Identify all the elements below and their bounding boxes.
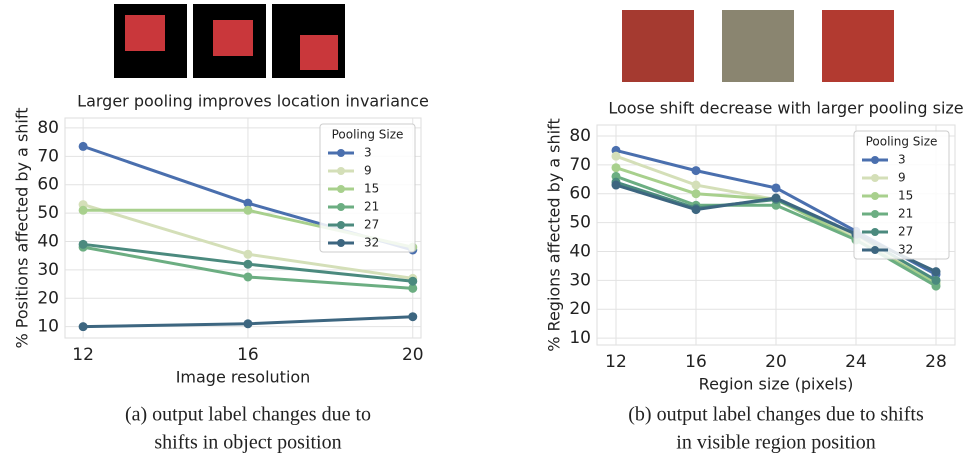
legend-marker (337, 167, 345, 175)
point (932, 267, 941, 276)
y-tick-label: 70 (569, 155, 591, 175)
legend-marker (871, 228, 879, 236)
y-tick-label: 50 (37, 203, 59, 223)
point (243, 250, 252, 259)
point (408, 312, 417, 321)
point (692, 205, 701, 214)
legend-label: 15 (364, 182, 379, 196)
x-tick-label: 28 (925, 352, 947, 372)
x-axis-label: Region size (pixels) (699, 375, 854, 394)
x-tick-label: 20 (402, 345, 424, 365)
legend-title: Pooling Size (866, 135, 938, 149)
y-tick-label: 50 (569, 213, 591, 233)
point (79, 322, 88, 331)
legend-label: 27 (364, 218, 379, 232)
y-tick-label: 20 (569, 299, 591, 319)
legend-marker (337, 221, 345, 229)
caption: (a) output label changes due to (125, 404, 371, 426)
legend-marker (871, 174, 879, 182)
x-tick-label: 16 (685, 352, 707, 372)
y-tick-label: 30 (569, 270, 591, 290)
y-tick-label: 60 (569, 184, 591, 204)
thumbnails-a (114, 4, 345, 78)
figure: 10 20 30 40 50 60 70 80 12 16 20 Larger pooling imp… (0, 0, 976, 462)
chart-title: Loose shift decrease with larger pooling… (608, 99, 963, 118)
legend-label: 3 (898, 153, 906, 167)
point (408, 277, 417, 286)
legend-label: 21 (364, 200, 379, 214)
chart-title: Larger pooling improves location invaria… (77, 92, 429, 111)
legend-label: 9 (898, 171, 906, 185)
y-tick-label: 80 (37, 118, 59, 138)
y-tick-label: 80 (569, 126, 591, 146)
y-tick-label: 20 (37, 288, 59, 308)
legend-label: 21 (898, 207, 913, 221)
legend-title: Pooling Size (332, 128, 404, 142)
y-axis-label: % Positions affected by a shift (13, 108, 32, 349)
legend-marker (871, 156, 879, 164)
x-tick-label: 24 (845, 352, 867, 372)
y-tick-label: 10 (37, 317, 59, 337)
y-tick-label: 10 (569, 328, 591, 348)
legend-marker (871, 210, 879, 218)
y-tick-label: 40 (37, 231, 59, 251)
x-tick-label: 12 (605, 352, 627, 372)
point (692, 189, 701, 198)
legend-label: 9 (364, 164, 372, 178)
point (79, 240, 88, 249)
point (79, 142, 88, 151)
legend-label: 27 (898, 225, 913, 239)
legend-label: 3 (364, 146, 372, 160)
thumbnails-b (622, 10, 894, 82)
point (772, 194, 781, 203)
point (243, 206, 252, 215)
point (772, 183, 781, 192)
caption: (b) output label changes due to shifts (628, 404, 924, 426)
legend-label: 32 (364, 236, 379, 250)
point (243, 260, 252, 269)
point (692, 181, 701, 190)
point (612, 163, 621, 172)
y-tick-label: 30 (37, 260, 59, 280)
x-tick-label: 12 (72, 345, 94, 365)
y-tick-label: 70 (37, 146, 59, 166)
point (692, 166, 701, 175)
y-tick-label: 60 (37, 175, 59, 195)
point (243, 319, 252, 328)
point (932, 276, 941, 285)
y-axis-label: % Regions affected by a shift (545, 118, 564, 351)
legend-marker (337, 239, 345, 247)
legend-label: 32 (898, 243, 913, 257)
legend-marker (871, 192, 879, 200)
x-axis-label: Image resolution (176, 368, 311, 387)
legend-marker (337, 203, 345, 211)
point (79, 206, 88, 215)
x-tick-label: 20 (765, 352, 787, 372)
legend-marker (337, 185, 345, 193)
legend-label: 15 (898, 189, 913, 203)
y-tick-label: 40 (569, 241, 591, 261)
caption: shifts in object position (154, 432, 341, 454)
legend-marker (337, 149, 345, 157)
point (612, 181, 621, 190)
caption: in visible region position (676, 432, 875, 454)
legend-marker (871, 246, 879, 254)
point (612, 152, 621, 161)
x-tick-label: 16 (237, 345, 259, 365)
point (243, 272, 252, 281)
